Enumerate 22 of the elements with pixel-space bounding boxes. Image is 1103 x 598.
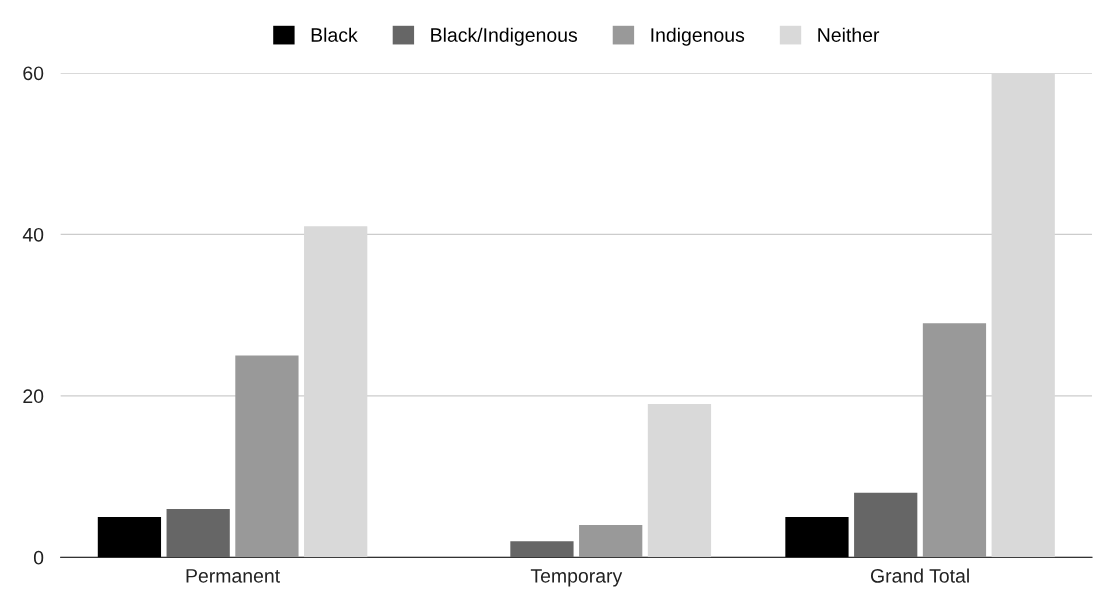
y-tick-label: 20 (23, 389, 44, 404)
bar (510, 541, 574, 558)
bar (922, 323, 987, 558)
bar (97, 516, 162, 558)
bar (647, 403, 712, 558)
bar (579, 525, 643, 558)
y-tick-label: 60 (23, 66, 44, 81)
x-tick-label: Permanent (186, 569, 280, 583)
x-tick-label: Grand Total (870, 568, 969, 583)
legend-label: Neither (818, 27, 880, 42)
bar (304, 226, 368, 558)
bar (991, 72, 1055, 558)
x-tick-label: Temporary (530, 569, 623, 587)
y-tick-label: 40 (22, 227, 44, 242)
legend-label: Black/Indigenous (431, 27, 578, 46)
legend-label: Indigenous (651, 27, 745, 46)
bar (785, 516, 849, 558)
bar (166, 508, 230, 558)
bar (854, 492, 918, 558)
bar (235, 355, 299, 558)
legend-label: Black (311, 27, 358, 42)
y-tick-label: 0 (33, 550, 44, 565)
